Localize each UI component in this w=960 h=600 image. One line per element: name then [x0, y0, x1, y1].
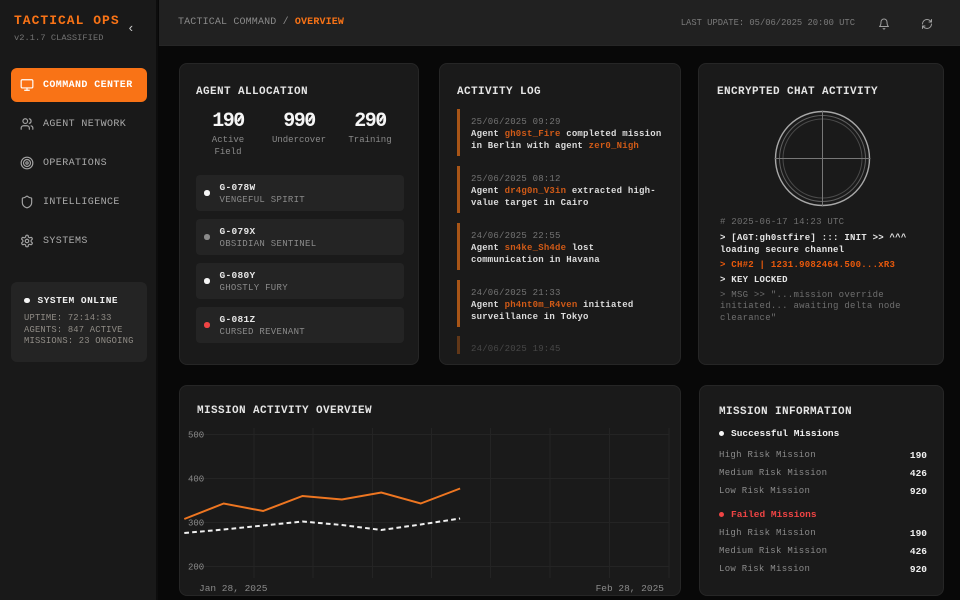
- svg-text:Feb 28, 2025: Feb 28, 2025: [596, 583, 665, 594]
- svg-text:200: 200: [188, 563, 204, 573]
- svg-text:500: 500: [188, 431, 204, 441]
- svg-text:400: 400: [188, 475, 204, 485]
- svg-text:300: 300: [188, 519, 204, 529]
- svg-text:Jan 28, 2025: Jan 28, 2025: [199, 583, 268, 594]
